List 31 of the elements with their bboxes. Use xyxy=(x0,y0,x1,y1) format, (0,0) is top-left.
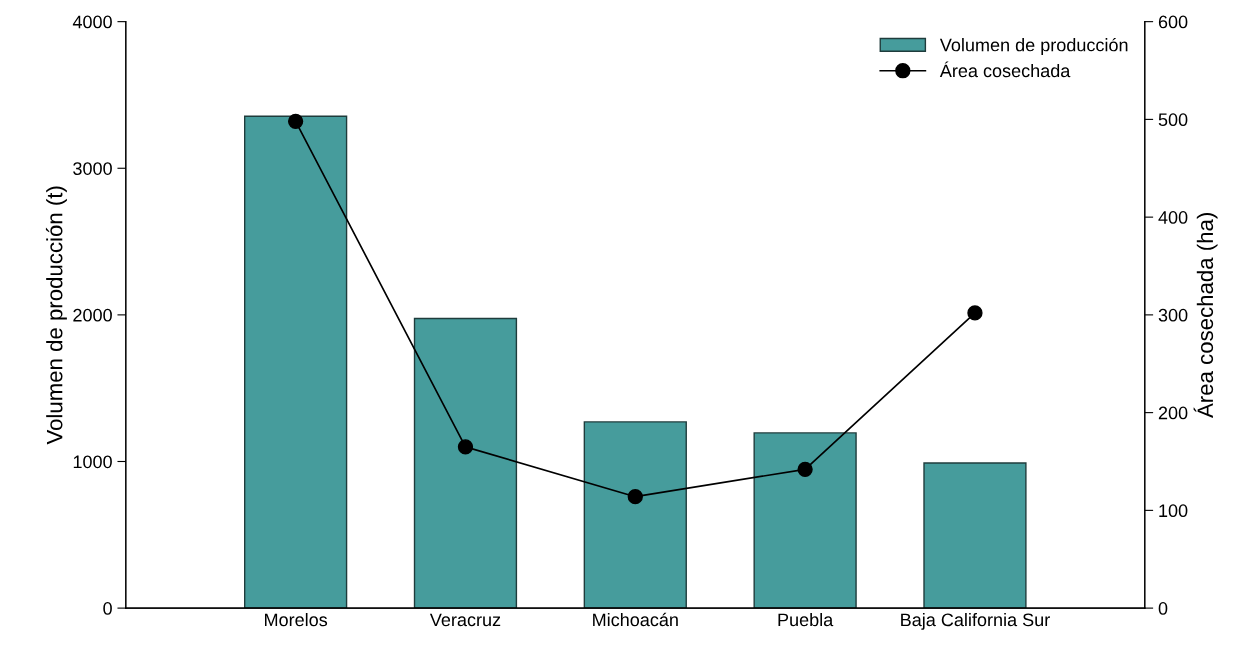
legend-label: Volumen de producción xyxy=(939,37,1128,55)
point xyxy=(627,489,643,505)
y-axis-title: Volumen de producción (t) xyxy=(45,186,67,445)
y2-tick-label: 200 xyxy=(1158,406,1188,420)
y-tick-label: 3000 xyxy=(73,162,112,175)
x-tick-label: Morelos xyxy=(265,612,328,627)
bar xyxy=(923,462,1027,609)
y-tick-label: 4000 xyxy=(72,15,112,29)
bar xyxy=(413,317,518,609)
y2-tick-label: 100 xyxy=(1159,504,1188,518)
y2-tick-label: 500 xyxy=(1158,113,1188,127)
y2-tick-label: 600 xyxy=(1158,15,1188,29)
bar xyxy=(243,115,348,609)
y2-tick-label: 400 xyxy=(1158,211,1188,224)
y-tick-label: 2000 xyxy=(73,308,112,322)
point xyxy=(457,439,474,455)
point xyxy=(967,305,983,321)
x-tick-label: Michoacán xyxy=(593,612,678,627)
y2-axis-title: Área cosechada (ha) xyxy=(1193,213,1218,418)
y-tick-label: 0 xyxy=(103,602,112,615)
x-tick-label: Puebla xyxy=(778,612,834,627)
bar xyxy=(583,421,687,609)
y2-tick-label: 0 xyxy=(1158,602,1168,615)
x-tick-label: Veracruz xyxy=(429,613,501,627)
point xyxy=(287,113,304,129)
y-tick-label: 1000 xyxy=(73,455,112,469)
legend-label: Área cosechada xyxy=(939,61,1071,78)
point xyxy=(797,461,813,477)
y2-tick-label: 300 xyxy=(1158,308,1188,322)
x-tick-label: Baja California Sur xyxy=(901,612,1050,630)
bar xyxy=(753,432,857,609)
